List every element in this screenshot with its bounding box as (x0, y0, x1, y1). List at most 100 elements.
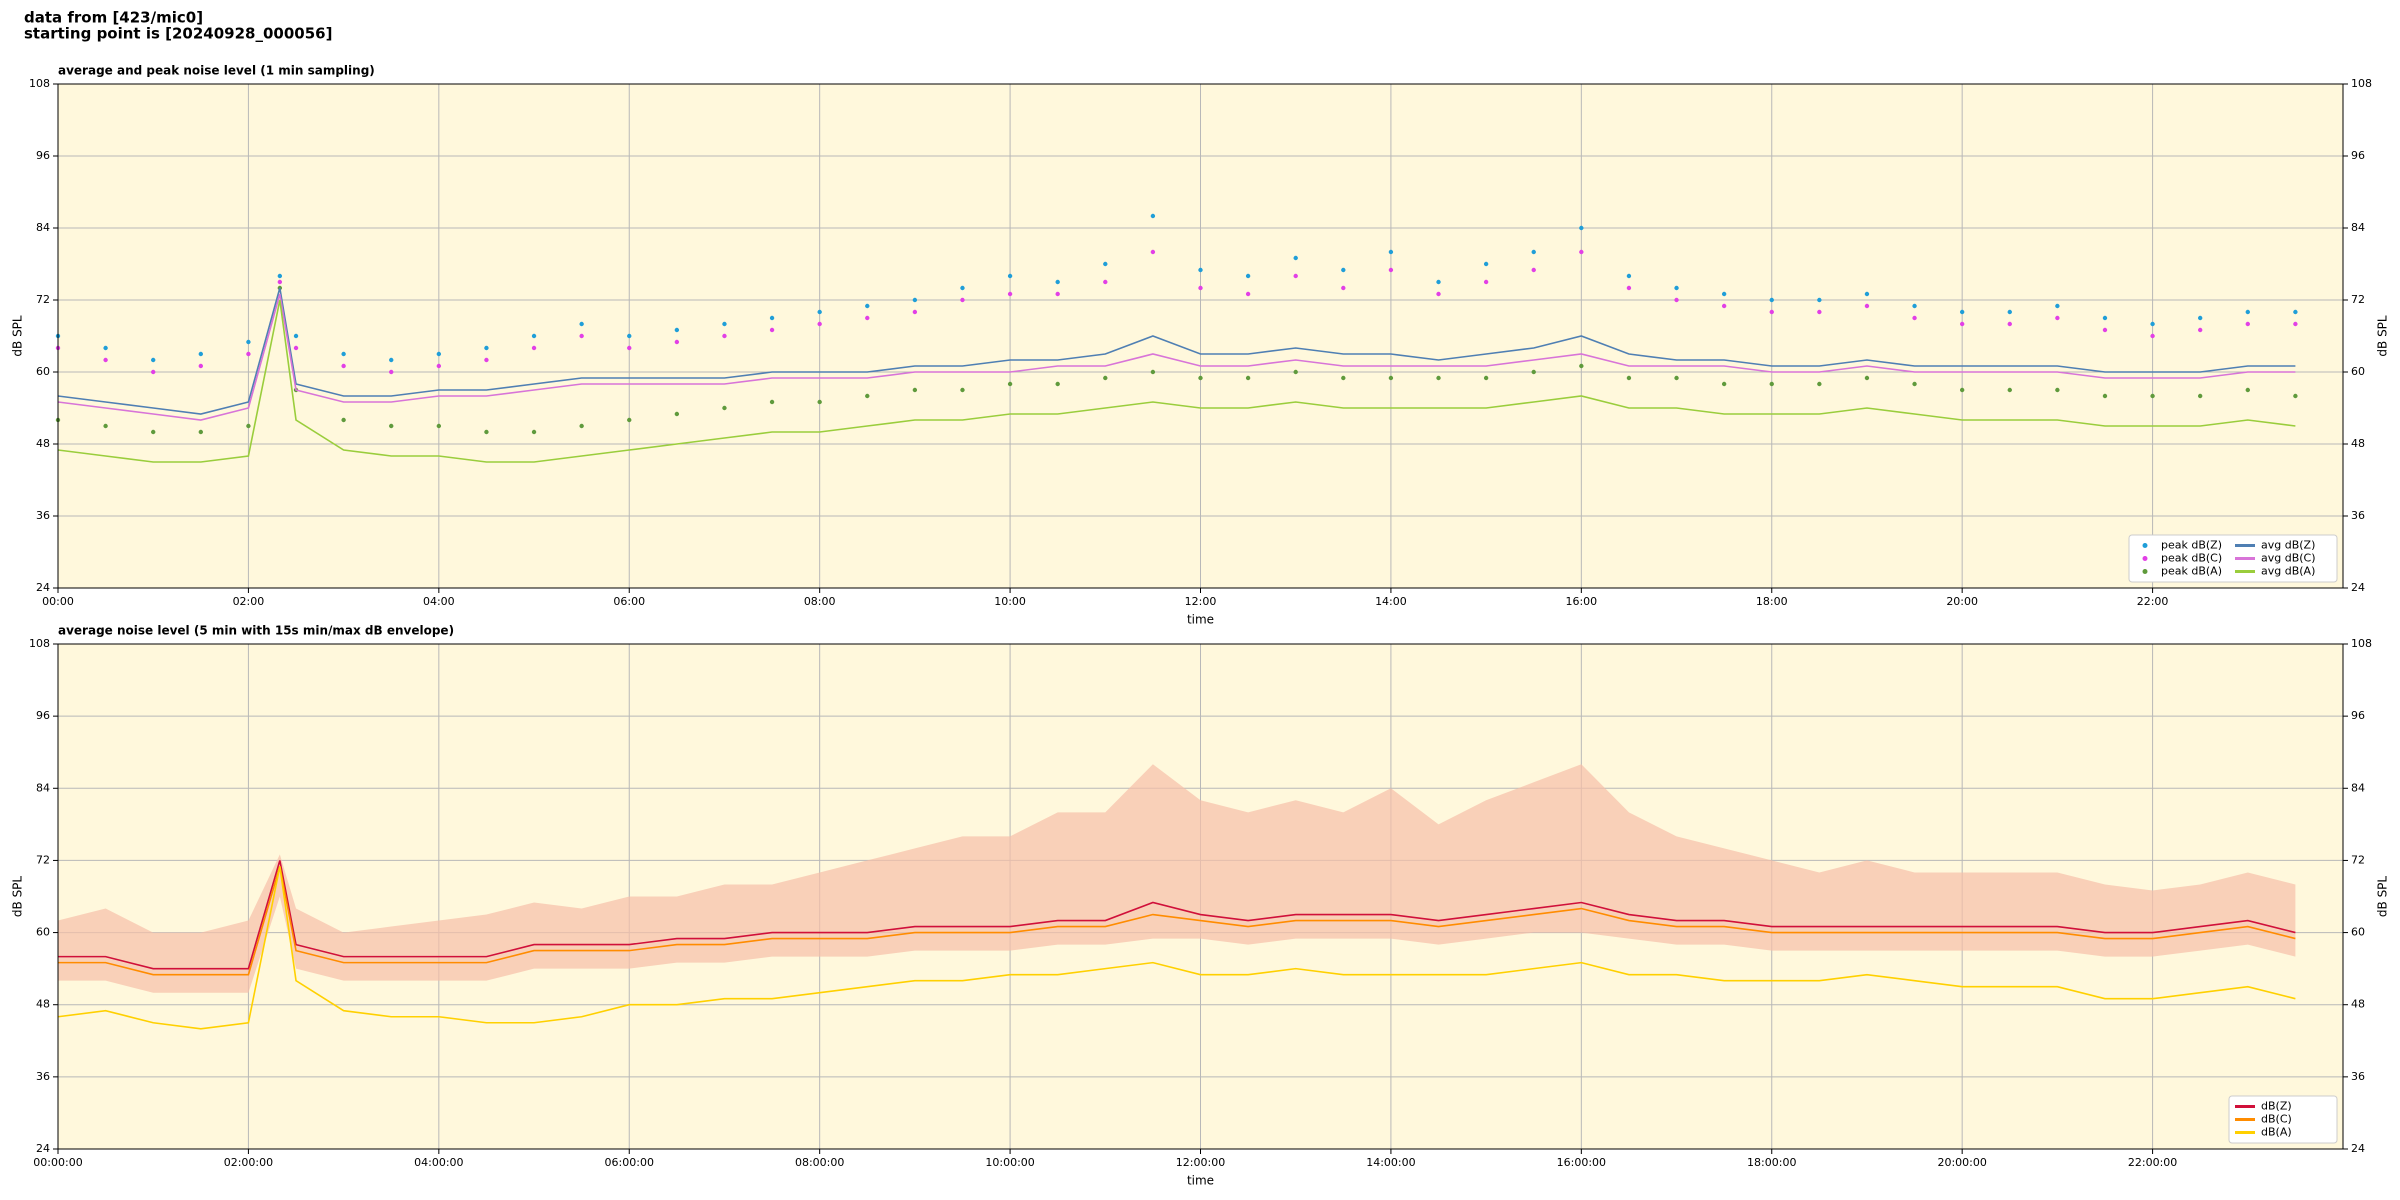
peak-point (1341, 285, 1346, 291)
peak-point (103, 423, 108, 429)
peak-point (817, 321, 822, 327)
y-tick-label: 24 (2351, 1142, 2365, 1155)
peak-point (1579, 225, 1584, 231)
peak-point (246, 423, 251, 429)
y-tick-label: 60 (36, 365, 50, 378)
header-line: data from [423/mic0] (24, 9, 203, 27)
y-tick-label: 48 (2351, 998, 2365, 1011)
peak-point (1912, 315, 1917, 321)
peak-point (1293, 369, 1298, 375)
peak-point (2150, 321, 2155, 327)
peak-point (1198, 375, 1203, 381)
y-tick-label: 24 (2351, 581, 2365, 594)
x-tick-label: 20:00 (1946, 595, 1978, 608)
peak-point (1912, 381, 1917, 387)
peak-point (722, 333, 727, 339)
peak-point (1864, 303, 1870, 309)
peak-point (1864, 291, 1870, 297)
peak-point (151, 369, 156, 375)
y-tick-label: 48 (36, 437, 50, 450)
envelope-area (58, 764, 2296, 993)
peak-point (1293, 255, 1298, 261)
peak-point (1436, 375, 1441, 381)
peak-point (2007, 387, 2012, 393)
peak-point (2055, 387, 2060, 393)
chart-title: average and peak noise level (1 min samp… (58, 64, 375, 78)
peak-point (960, 285, 965, 291)
peak-point (2245, 321, 2250, 327)
peak-point (769, 399, 775, 405)
y-tick-label: 108 (29, 77, 50, 90)
peak-point (341, 351, 346, 357)
peak-point (1007, 291, 1013, 297)
x-tick-label: 16:00 (1565, 595, 1597, 608)
y-tick-label: 96 (2351, 709, 2365, 722)
y-tick-label: 48 (36, 998, 50, 1011)
peak-point (674, 411, 680, 417)
peak-point (2007, 309, 2012, 315)
y-tick-label: 108 (2351, 637, 2372, 650)
x-tick-label: 08:00 (804, 595, 836, 608)
peak-point (2102, 315, 2108, 321)
x-tick-label: 18:00:00 (1747, 1156, 1796, 1169)
peak-point (1626, 285, 1632, 291)
x-tick-label: 20:00:00 (1937, 1156, 1986, 1169)
peak-point (2197, 315, 2203, 321)
plot-frame (57, 643, 2344, 1150)
legend-box (2228, 1095, 2338, 1144)
peak-point (1436, 291, 1441, 297)
y-tick-label: 108 (2351, 77, 2372, 90)
legend-label: dB(A) (2261, 1126, 2292, 1139)
y-tick-label: 96 (36, 149, 50, 162)
peak-point (2245, 309, 2250, 315)
y-tick-label: 48 (2351, 437, 2365, 450)
peak-point (960, 297, 965, 303)
x-tick-label: 10:00 (994, 595, 1026, 608)
y-tick-label: 60 (2351, 926, 2365, 939)
x-tick-label: 06:00:00 (605, 1156, 654, 1169)
y-tick-label: 60 (36, 926, 50, 939)
y-tick-label: 84 (36, 221, 50, 234)
y-tick-label: 36 (2351, 509, 2365, 522)
series-line (58, 860, 2296, 970)
x-tick-label: 12:00:00 (1176, 1156, 1225, 1169)
legend-box (2128, 534, 2338, 583)
peak-point (1721, 291, 1727, 297)
y-tick-label: 72 (2351, 853, 2365, 866)
peak-point (1388, 249, 1394, 255)
peak-point (103, 357, 108, 363)
peak-point (277, 273, 283, 279)
y-tick-label: 84 (36, 781, 50, 794)
x-tick-label: 22:00 (2137, 595, 2169, 608)
legend-label: peak dB(Z) (2161, 539, 2222, 552)
peak-point (277, 279, 283, 285)
peak-point (1103, 279, 1108, 285)
x-tick-label: 02:00:00 (224, 1156, 273, 1169)
header-line: starting point is [20240928_000056] (24, 25, 332, 43)
legend-label: peak dB(C) (2161, 552, 2222, 565)
peak-point (1721, 303, 1727, 309)
peak-point (1388, 267, 1394, 273)
legend-marker (2142, 569, 2148, 574)
x-tick-label: 02:00 (233, 595, 265, 608)
peak-point (769, 327, 775, 333)
peak-point (1055, 279, 1060, 285)
peak-point (1912, 303, 1917, 309)
peak-point (293, 345, 299, 351)
x-tick-label: 18:00 (1756, 595, 1788, 608)
x-tick-label: 22:00:00 (2128, 1156, 2177, 1169)
y-tick-label: 24 (36, 581, 50, 594)
peak-point (579, 423, 584, 429)
series-line (57, 866, 2296, 1030)
peak-point (960, 387, 965, 393)
peak-point (2293, 321, 2298, 327)
peak-point (198, 363, 204, 369)
y-axis-label: dB SPL (11, 876, 25, 918)
peak-point (2055, 315, 2060, 321)
peak-point (2055, 303, 2060, 309)
peak-point (1959, 309, 1965, 315)
legend-marker (2142, 543, 2148, 548)
peak-point (341, 363, 346, 369)
